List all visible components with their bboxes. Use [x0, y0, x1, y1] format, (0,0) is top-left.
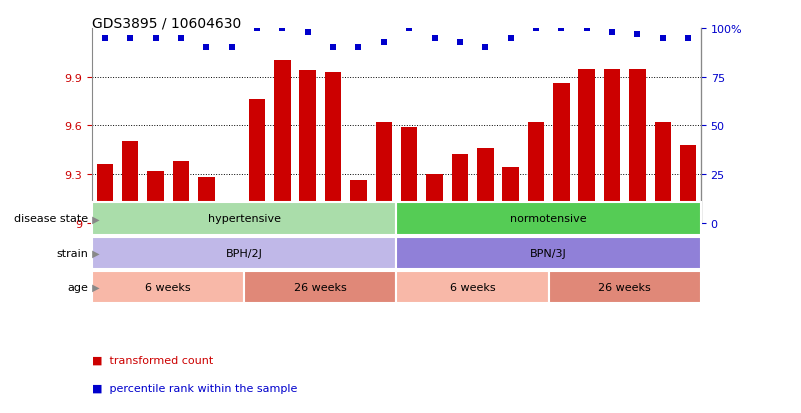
Bar: [376, 123, 392, 223]
Bar: [452, 155, 468, 223]
Bar: [630, 69, 646, 223]
Bar: [426, 174, 443, 223]
Point: [631, 31, 644, 38]
Bar: [578, 69, 595, 223]
Bar: [401, 128, 417, 223]
Point: [479, 45, 492, 52]
Bar: [300, 71, 316, 223]
Point: [377, 39, 390, 46]
Point: [352, 45, 365, 52]
Point: [200, 45, 213, 52]
Bar: [223, 207, 239, 223]
Point: [301, 29, 314, 36]
Text: 6 weeks: 6 weeks: [146, 282, 191, 292]
Point: [682, 35, 694, 42]
Bar: [198, 178, 215, 223]
Text: 26 weeks: 26 weeks: [598, 282, 651, 292]
Text: normotensive: normotensive: [510, 214, 587, 224]
Text: strain: strain: [56, 248, 88, 258]
Bar: [654, 123, 671, 223]
Point: [225, 45, 238, 52]
Text: ▶: ▶: [89, 282, 99, 292]
Text: 26 weeks: 26 weeks: [294, 282, 347, 292]
Point: [606, 29, 618, 36]
Text: ▶: ▶: [89, 214, 99, 224]
Bar: [325, 73, 341, 223]
Point: [403, 26, 416, 32]
Bar: [249, 100, 265, 223]
Bar: [274, 61, 291, 223]
Text: age: age: [67, 282, 88, 292]
Text: 6 weeks: 6 weeks: [450, 282, 495, 292]
Point: [453, 39, 466, 46]
Bar: [528, 123, 544, 223]
Bar: [147, 171, 163, 223]
Text: BPH/2J: BPH/2J: [226, 248, 263, 258]
Point: [657, 35, 670, 42]
Point: [251, 26, 264, 32]
Bar: [122, 142, 139, 223]
Bar: [477, 149, 493, 223]
Point: [428, 35, 441, 42]
Point: [175, 35, 187, 42]
Text: ■  percentile rank within the sample: ■ percentile rank within the sample: [92, 383, 297, 393]
Text: GDS3895 / 10604630: GDS3895 / 10604630: [92, 17, 241, 31]
Bar: [604, 69, 620, 223]
Point: [505, 35, 517, 42]
Bar: [97, 165, 113, 223]
Bar: [350, 181, 367, 223]
Text: ▶: ▶: [89, 248, 99, 258]
Point: [276, 26, 288, 32]
Point: [555, 26, 568, 32]
Point: [580, 26, 593, 32]
Text: hypertensive: hypertensive: [207, 214, 281, 224]
Point: [124, 35, 137, 42]
Text: disease state: disease state: [14, 214, 88, 224]
Bar: [502, 168, 519, 223]
Point: [529, 26, 542, 32]
Text: BPN/3J: BPN/3J: [530, 248, 567, 258]
Bar: [173, 161, 189, 223]
Point: [149, 35, 162, 42]
Bar: [553, 84, 570, 223]
Point: [99, 35, 111, 42]
Point: [327, 45, 340, 52]
Bar: [680, 145, 696, 223]
Text: ■  transformed count: ■ transformed count: [92, 354, 213, 364]
